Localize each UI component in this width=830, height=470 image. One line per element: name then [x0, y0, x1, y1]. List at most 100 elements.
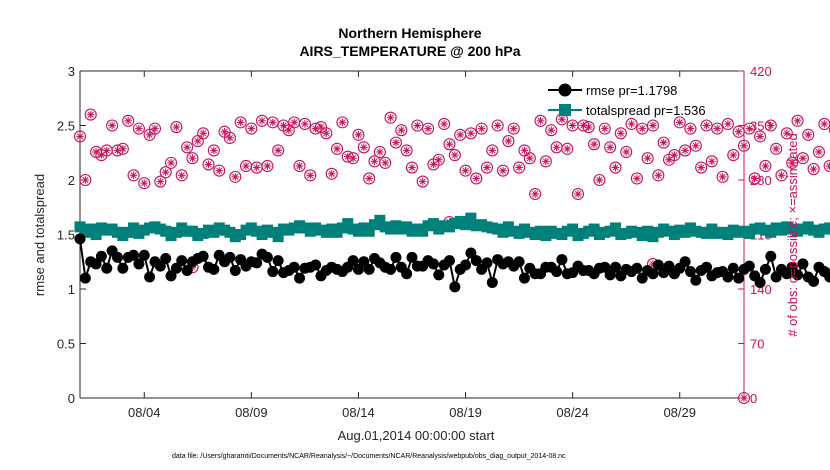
obs-count-point	[127, 169, 140, 182]
obs-count-point	[684, 122, 697, 135]
obs-count-point	[454, 128, 467, 141]
rmse-point	[808, 275, 820, 287]
rmse-point	[390, 251, 402, 263]
obs-count-point	[748, 172, 761, 185]
obs-count-point	[523, 152, 536, 165]
x-tick-label: 08/19	[449, 405, 482, 420]
rmse-point	[261, 251, 273, 263]
obs-count-point	[84, 108, 97, 121]
obs-count-point	[529, 187, 542, 201]
obs-count-point	[347, 152, 360, 165]
obs-count-point	[727, 149, 740, 162]
obs-count-point	[197, 127, 210, 140]
obs-count-point	[491, 119, 504, 132]
obs-count-point	[411, 119, 424, 132]
x-axis-label: Aug.01,2014 00:00:00 start	[338, 428, 495, 443]
x-tick-label: 08/09	[235, 405, 268, 420]
rmse-point	[690, 274, 702, 286]
obs-count-point	[282, 124, 295, 137]
rmse-point	[160, 252, 172, 264]
y-right-tick-label: 0	[750, 391, 757, 406]
obs-count-point	[679, 144, 692, 157]
obs-count-point	[636, 122, 649, 135]
obs-count-point	[754, 130, 767, 143]
obs-count-point	[625, 117, 638, 130]
rmse-point	[79, 272, 91, 284]
obs-count-point	[620, 145, 633, 159]
x-tick-label: 08/24	[556, 405, 589, 420]
obs-count-point	[470, 172, 483, 185]
rmse-point	[272, 255, 284, 267]
obs-count-point	[122, 114, 135, 127]
rmse-point	[460, 259, 472, 271]
obs-count-point	[432, 153, 445, 166]
rmse-point	[556, 254, 568, 266]
rmse-point	[154, 260, 166, 272]
obs-count-point	[143, 128, 156, 141]
x-tick-label: 08/04	[128, 405, 161, 420]
rmse-point	[427, 258, 439, 270]
rmse-point	[165, 270, 177, 282]
obs-count-point	[700, 119, 713, 132]
obs-count-point	[213, 164, 226, 177]
rmse-point	[722, 271, 734, 283]
y-tick-label: 0	[68, 391, 75, 406]
x-tick-label: 08/14	[342, 405, 375, 420]
obs-count-point	[336, 116, 349, 129]
rmse-point	[90, 258, 102, 270]
rmse-point	[170, 262, 182, 274]
legend-spread-label: totalspread pr=1.536	[586, 103, 706, 118]
obs-count-point	[818, 117, 830, 130]
obs-count-point	[513, 161, 526, 174]
rmse-point	[352, 263, 364, 275]
rmse-point	[551, 266, 563, 278]
y-right-tick-label: 70	[750, 337, 764, 352]
rmse-point	[733, 272, 745, 284]
legend-rmse-label: rmse pr=1.1798	[586, 83, 677, 98]
rmse-point	[224, 251, 236, 263]
obs-count-point	[582, 121, 595, 134]
obs-count-point	[673, 116, 686, 129]
y-axis-label: rmse and totalspread	[32, 174, 47, 296]
obs-count-point	[609, 161, 622, 174]
rmse-point	[470, 255, 482, 267]
rmse-point	[117, 262, 129, 274]
y-tick-label: 2.5	[57, 119, 75, 134]
totalspread-point	[824, 222, 830, 234]
rmse-point	[197, 250, 209, 262]
obs-count-point	[812, 145, 826, 159]
obs-count-point	[443, 138, 456, 151]
rmse-point	[486, 276, 498, 288]
obs-count-point	[496, 164, 510, 177]
rmse-point	[824, 271, 830, 283]
obs-count-point	[486, 144, 499, 157]
obs-count-point	[422, 122, 435, 135]
obs-count-point	[641, 152, 654, 165]
rmse-point	[288, 261, 300, 273]
obs-count-point	[202, 158, 215, 171]
y-tick-label: 2	[68, 173, 75, 188]
rmse-point	[701, 261, 713, 273]
rmse-point	[727, 262, 739, 274]
obs-count-point	[561, 142, 574, 155]
rmse-point	[433, 269, 445, 281]
obs-count-point	[630, 172, 643, 185]
obs-count-point	[438, 117, 451, 130]
obs-count-point	[379, 156, 392, 169]
rmse-point	[513, 256, 525, 268]
rmse-point	[481, 257, 493, 269]
obs-count-point	[534, 114, 547, 127]
rmse-point	[406, 251, 418, 263]
obs-count-point	[791, 114, 804, 127]
rmse-point	[679, 256, 691, 268]
obs-count-point	[138, 177, 151, 190]
rmse-point	[310, 259, 322, 271]
obs-count-point	[689, 139, 702, 152]
obs-count-point	[207, 144, 220, 157]
obs-count-point	[459, 164, 472, 177]
rmse-point	[128, 249, 140, 261]
obs-count-point	[448, 149, 461, 162]
obs-count-point	[148, 122, 162, 135]
obs-count-point	[186, 152, 199, 165]
